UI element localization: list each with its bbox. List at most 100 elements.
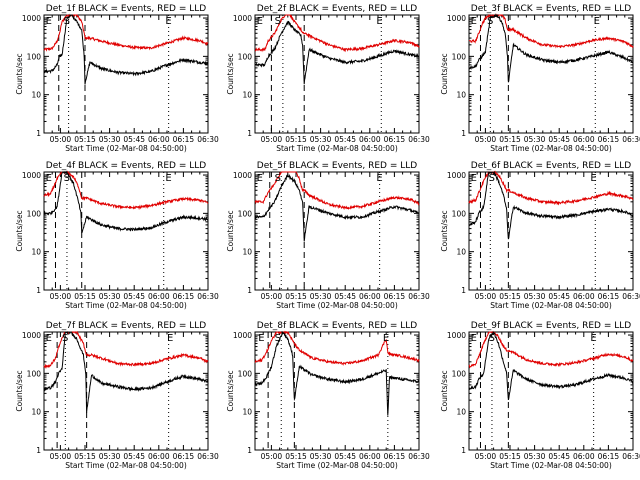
y-tick-label: 100 (452, 369, 467, 378)
y-axis-label: Counts/sec (15, 53, 24, 94)
y-tick-label: 10 (31, 248, 41, 257)
y-axis-label: Counts/sec (15, 370, 24, 411)
y-tick-label: 1 (36, 286, 41, 295)
event-marker-label: E (167, 333, 173, 344)
x-tick-label: 05:30 (524, 135, 546, 144)
event-marker-label: S (64, 16, 70, 27)
panel-title: Det_8f BLACK = Events, RED = LLD (257, 321, 417, 331)
x-tick-label: 06:00 (573, 135, 595, 144)
x-tick-label: 05:45 (123, 135, 145, 144)
x-tick-label: 05:00 (261, 135, 283, 144)
x-tick-label: 06:15 (598, 292, 620, 301)
x-tick-label: 06:30 (408, 452, 430, 461)
plot-frame (254, 14, 420, 134)
x-tick-label: 06:30 (197, 292, 219, 301)
x-axis-label: Start Time (02-Mar-08 04:50:00) (490, 144, 612, 153)
plot-frame (43, 331, 209, 451)
x-axis-label: Start Time (02-Mar-08 04:50:00) (65, 461, 187, 470)
x-tick-label: 06:15 (598, 135, 620, 144)
x-tick-label: 05:45 (123, 292, 145, 301)
x-tick-label: 06:15 (173, 292, 195, 301)
x-tick-label: 05:00 (50, 452, 72, 461)
event-marker-label: E (46, 333, 52, 344)
panel-7: Det_7f BLACK = Events, RED = LLD 1 10 100 10… (15, 321, 219, 470)
y-tick-label: 10 (31, 91, 41, 100)
y-tick-label: 100 (27, 369, 42, 378)
y-tick-label: 100 (238, 369, 253, 378)
x-tick-label: 05:15 (499, 292, 521, 301)
x-tick-label: 05:15 (74, 135, 96, 144)
y-tick-label: 10 (456, 408, 466, 417)
panel-8: Det_8f BLACK = Events, RED = LLD 1 10 100 10… (226, 321, 430, 470)
event-marker-label: S (275, 333, 281, 344)
x-tick-label: 06:30 (197, 135, 219, 144)
panel-2: Det_2f BLACK = Events, RED = LLD 1 10 100 10… (226, 4, 430, 153)
panel-title: Det_7f BLACK = Events, RED = LLD (46, 321, 206, 331)
y-tick-label: 10 (242, 408, 252, 417)
events-series-line (468, 330, 634, 401)
event-marker-label: E (257, 16, 263, 27)
lld-series-line (43, 330, 209, 369)
event-marker-label: E (590, 333, 596, 344)
panel-9: Det_9f BLACK = Events, RED = LLD 1 10 100 10… (440, 321, 640, 470)
x-tick-label: 05:00 (261, 292, 283, 301)
panel-title: Det_6f BLACK = Events, RED = LLD (471, 161, 631, 171)
x-tick-label: 06:30 (197, 452, 219, 461)
event-marker-label: E (46, 173, 52, 184)
y-tick-label: 100 (238, 209, 253, 218)
y-tick-label: 1 (461, 286, 466, 295)
panel-title: Det_5f BLACK = Events, RED = LLD (257, 161, 417, 171)
panel-1: Det_1f BLACK = Events, RED = LLD 1 10 100 10… (15, 4, 219, 153)
panel-title: Det_3f BLACK = Events, RED = LLD (471, 4, 631, 14)
y-tick-label: 1000 (447, 14, 466, 23)
events-series-line (468, 170, 634, 240)
panel-title: Det_9f BLACK = Events, RED = LLD (471, 321, 631, 331)
x-tick-label: 06:00 (573, 452, 595, 461)
y-tick-label: 1000 (233, 331, 252, 340)
y-tick-label: 1000 (447, 331, 466, 340)
x-tick-label: 05:15 (285, 452, 307, 461)
event-marker-label: S (64, 173, 70, 184)
x-tick-label: 06:15 (173, 135, 195, 144)
lld-series-line (468, 170, 634, 206)
y-tick-label: 100 (238, 52, 253, 61)
events-series-line (254, 330, 420, 416)
panel-4: Det_4f BLACK = Events, RED = LLD 1 10 100 10… (15, 161, 219, 310)
y-tick-label: 1000 (233, 14, 252, 23)
y-axis-label: Counts/sec (440, 370, 449, 411)
event-marker-label: E (258, 333, 264, 344)
x-tick-label: 05:30 (524, 452, 546, 461)
x-tick-label: 05:30 (310, 135, 332, 144)
y-tick-label: 1 (461, 446, 466, 455)
x-tick-label: 05:00 (475, 452, 497, 461)
x-tick-label: 05:00 (50, 135, 72, 144)
x-axis-label: Start Time (02-Mar-08 04:50:00) (276, 461, 398, 470)
events-series-line (43, 14, 209, 85)
event-marker-label: E (471, 173, 477, 184)
x-axis-label: Start Time (02-Mar-08 04:50:00) (276, 301, 398, 310)
event-marker-label: E (590, 173, 596, 184)
events-series-line (43, 170, 209, 234)
x-tick-label: 06:30 (622, 135, 640, 144)
x-tick-label: 05:45 (334, 292, 356, 301)
x-tick-label: 05:15 (285, 292, 307, 301)
panel-3: Det_3f BLACK = Events, RED = LLD 1 10 100 10… (440, 4, 640, 153)
x-tick-label: 05:30 (310, 292, 332, 301)
panel-title: Det_2f BLACK = Events, RED = LLD (257, 4, 417, 14)
y-tick-label: 100 (27, 52, 42, 61)
event-marker-label: S (62, 333, 68, 344)
y-tick-label: 1 (36, 446, 41, 455)
y-tick-label: 10 (31, 408, 41, 417)
x-tick-label: 05:15 (74, 292, 96, 301)
x-tick-label: 06:15 (384, 452, 406, 461)
event-marker-label: E (471, 333, 477, 344)
event-marker-label: E (376, 173, 382, 184)
event-marker-label: E (383, 333, 389, 344)
event-marker-label: S (489, 333, 495, 344)
y-tick-label: 10 (242, 91, 252, 100)
x-tick-label: 05:45 (123, 452, 145, 461)
x-tick-label: 06:30 (622, 292, 640, 301)
lld-series-line (254, 171, 420, 211)
plot-frame (468, 331, 634, 451)
